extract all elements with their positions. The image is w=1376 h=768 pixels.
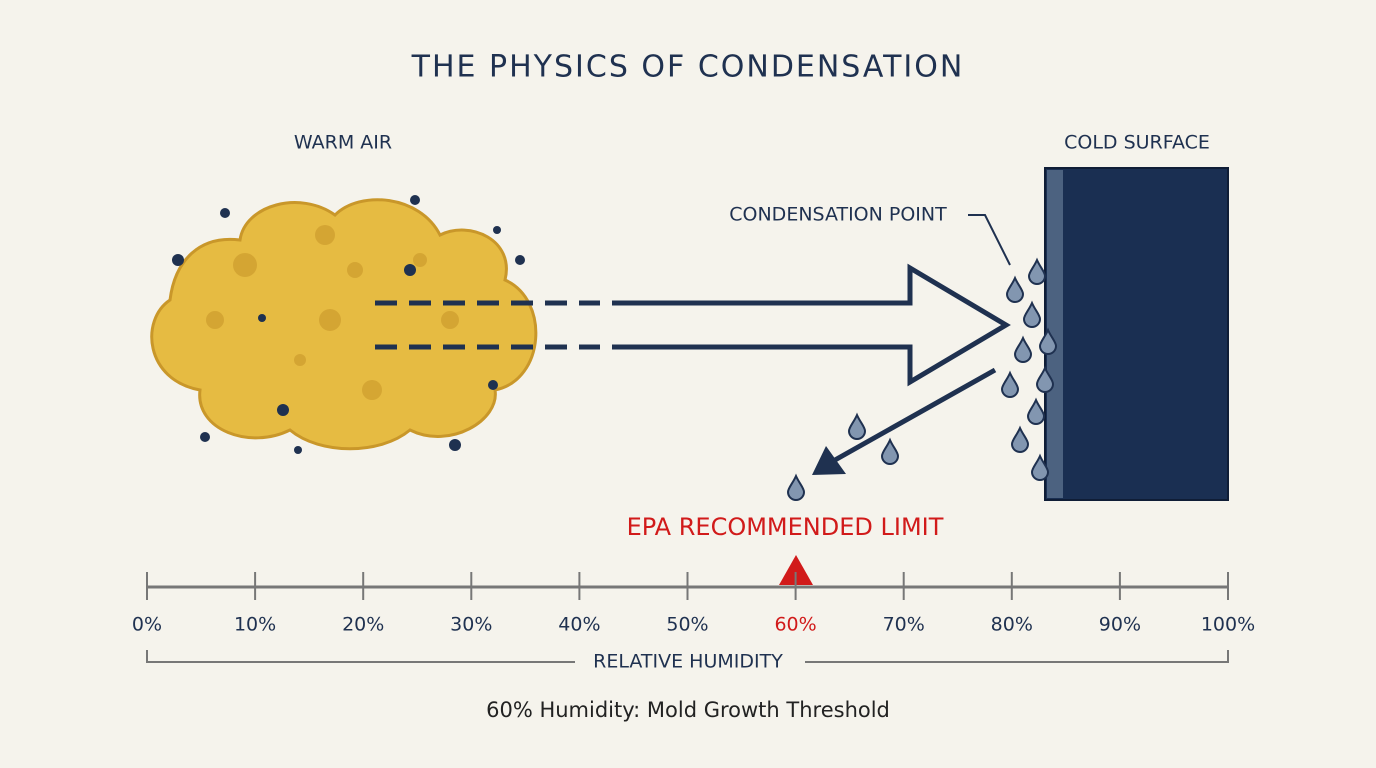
title: THE PHYSICS OF CONDENSATION xyxy=(411,50,965,85)
leader-line xyxy=(968,214,1011,266)
caption: 60% Humidity: Mold Growth Threshold xyxy=(486,698,890,722)
scale-ticks: 0% 10% 20% 30% 40% 50% 60% 70% 80% 90% 100% xyxy=(132,572,1255,636)
tick-label: 50% xyxy=(666,614,708,636)
droplet xyxy=(1035,365,1055,393)
drip-arrow xyxy=(833,367,997,463)
droplet xyxy=(1027,257,1047,285)
dashed-flow xyxy=(375,300,600,350)
particles xyxy=(172,195,525,454)
droplet xyxy=(1013,335,1033,363)
tick-label: 40% xyxy=(558,614,600,636)
condensation-label: CONDENSATION POINT xyxy=(729,204,947,226)
tick-label: 80% xyxy=(991,614,1033,636)
tick-label: 100% xyxy=(1201,614,1255,636)
droplet xyxy=(1026,397,1046,425)
droplet xyxy=(1030,453,1050,481)
droplet xyxy=(1038,327,1058,355)
droplet xyxy=(786,473,806,501)
axis-label: RELATIVE HUMIDITY xyxy=(593,651,783,673)
cloud xyxy=(150,198,538,451)
bracket-left xyxy=(146,650,575,663)
tick-label: 10% xyxy=(234,614,276,636)
droplet xyxy=(847,412,867,440)
cold-surface-label: COLD SURFACE xyxy=(1064,132,1210,154)
tick-label: 20% xyxy=(342,614,384,636)
bracket-right xyxy=(805,650,1229,663)
droplet xyxy=(880,437,900,465)
surface-edge xyxy=(1047,170,1063,498)
limit-label: EPA RECOMMENDED LIMIT xyxy=(627,513,944,541)
droplet xyxy=(1022,300,1042,328)
drip-arrow-head xyxy=(812,446,846,475)
tick-label: 30% xyxy=(450,614,492,636)
droplet xyxy=(1000,370,1020,398)
tick-label: 0% xyxy=(132,614,162,636)
flow-arrow xyxy=(612,263,1011,387)
tick-label: 90% xyxy=(1099,614,1141,636)
tick-label: 60% xyxy=(774,614,816,636)
limit-marker xyxy=(779,555,813,585)
cold-surface xyxy=(1044,167,1229,501)
droplet xyxy=(1010,425,1030,453)
tick-label: 70% xyxy=(883,614,925,636)
droplet xyxy=(1005,275,1025,303)
warm-air-label: WARM AIR xyxy=(294,132,392,154)
droplets xyxy=(786,257,1058,501)
